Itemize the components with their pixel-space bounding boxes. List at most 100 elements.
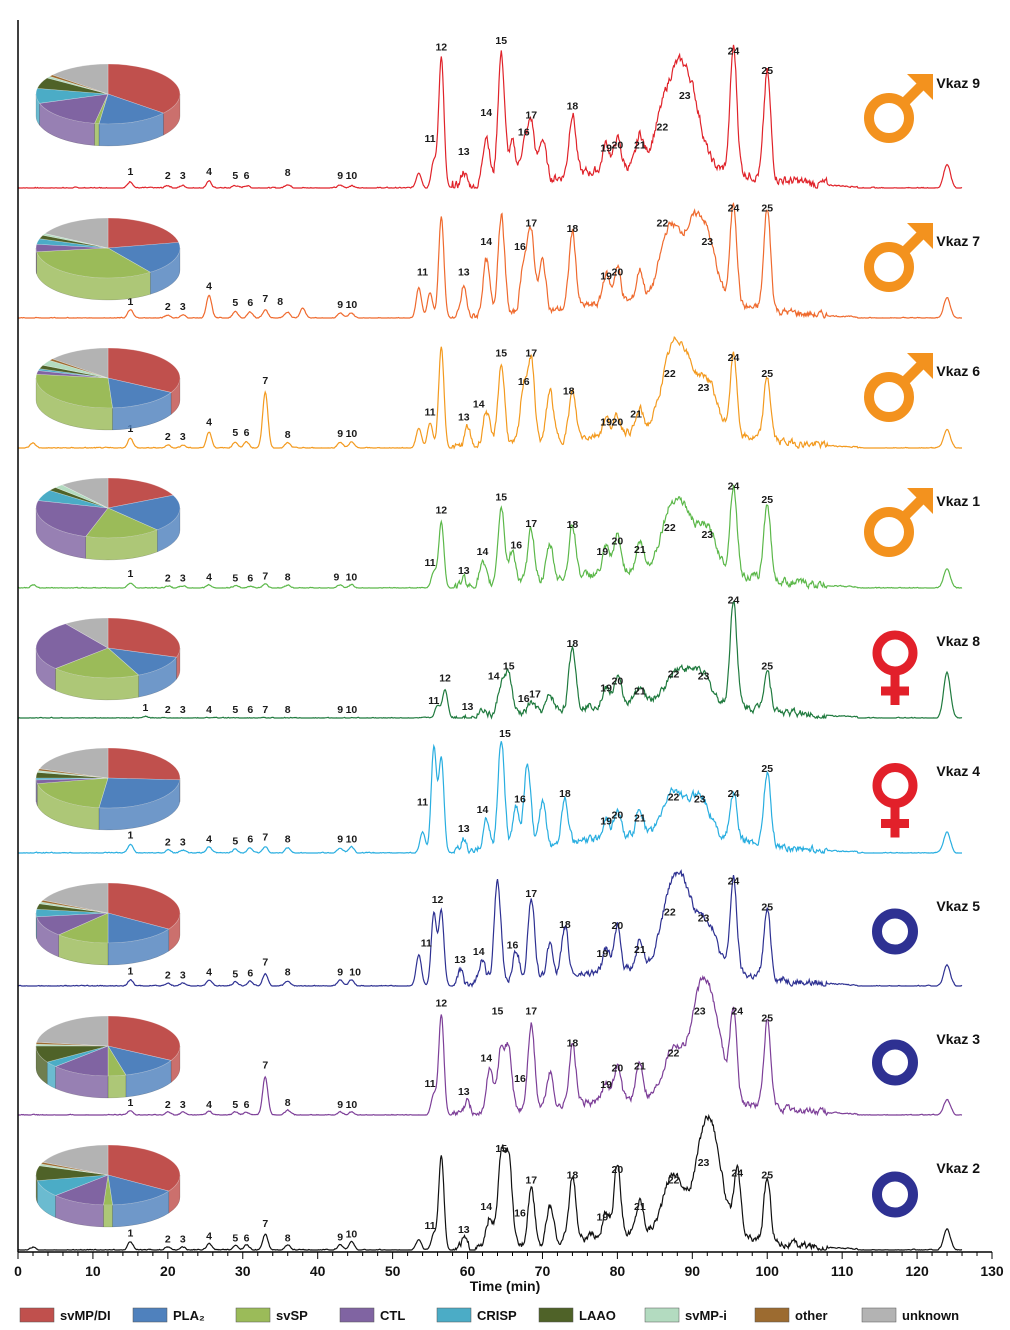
peak-label: 15: [503, 660, 515, 672]
peak-label: 25: [761, 65, 773, 77]
chromatogram-line: [17, 335, 962, 450]
pie-slice-svsp: [36, 247, 152, 279]
x-tick-label: 130: [980, 1263, 1004, 1279]
peak-label: 19: [597, 1212, 609, 1224]
pie-slice-laao: [38, 234, 109, 249]
peak-label: 20: [612, 1164, 624, 1176]
peak-label: 5: [232, 572, 238, 584]
composition-pie: [35, 617, 181, 701]
peak-label: 13: [458, 266, 470, 278]
pie-slice-pla: [107, 1174, 170, 1206]
peak-label: 7: [262, 831, 268, 843]
pie-slice-unknown: [42, 1144, 109, 1176]
chromatogram-line: [17, 44, 963, 189]
legend-item: LAAO: [538, 1307, 616, 1323]
peak-label: 10: [346, 1228, 358, 1240]
pie-slice-pla: [107, 494, 181, 531]
peak-label: 12: [435, 997, 447, 1009]
peak-label: 24: [728, 45, 740, 57]
peak-label: 1: [142, 702, 148, 714]
x-tick-label: 0: [14, 1263, 22, 1279]
peak-label: 7: [262, 293, 268, 305]
legend-item: svSP: [235, 1307, 308, 1323]
pie-slice-svsp: [107, 1044, 127, 1077]
juvenile-symbol-icon: [872, 908, 918, 955]
peak-label: 19: [600, 816, 612, 828]
x-tick-label: 10: [85, 1263, 101, 1279]
sample-label: Vkaz 3: [936, 1031, 980, 1047]
peak-label: 16: [518, 693, 530, 705]
peak-label: 11: [425, 407, 436, 419]
legend-item: PLA₂: [132, 1307, 205, 1323]
peak-label: 24: [728, 875, 740, 887]
peak-label: 19: [600, 270, 612, 282]
peak-label: 18: [567, 1169, 579, 1181]
peak-label: 21: [634, 140, 646, 152]
peak-label: 18: [567, 638, 579, 650]
peak-label: 23: [694, 793, 706, 805]
pie-slice-unknown: [42, 882, 109, 914]
peak-label: 24: [728, 788, 740, 800]
legend: svMP/DI PLA₂ svSP CTL CRISP LAAO svMP-i other un…: [19, 1307, 959, 1323]
sample-label: Vkaz 4: [936, 763, 980, 779]
peak-label: 13: [458, 412, 470, 424]
peak-label: 3: [180, 301, 186, 313]
peak-label: 4: [206, 281, 212, 293]
peak-label: 20: [612, 676, 624, 688]
peak-label: 21: [634, 1061, 646, 1073]
peak-label: 22: [664, 522, 676, 534]
pie-slice-pla: [98, 93, 165, 125]
peak-label: 21: [634, 1201, 646, 1213]
peak-label: 8: [285, 571, 291, 583]
peak-label: 23: [701, 529, 713, 541]
sample-label: Vkaz 7: [936, 233, 980, 249]
peak-label: 5: [232, 170, 238, 182]
peak-label: 10: [346, 170, 358, 182]
peak-label: 23: [698, 670, 710, 682]
chromatogram-line: [18, 600, 963, 720]
male-arrow-head: [907, 74, 933, 100]
peak-label: 13: [458, 1224, 470, 1236]
peak-label: 3: [180, 837, 186, 849]
peak-label: 23: [694, 1005, 706, 1017]
legend-item: other: [754, 1307, 828, 1323]
peak-label: 24: [728, 203, 740, 215]
pie-slice-crisp: [37, 490, 109, 509]
peak-label: 6: [247, 704, 253, 716]
peak-label: 10: [346, 299, 358, 311]
peak-label: 3: [180, 1099, 186, 1111]
legend-label: svMP-i: [685, 1308, 727, 1323]
peak-label: 23: [698, 1157, 710, 1169]
pie-slice-ctl: [36, 370, 109, 379]
peak-label: 7: [262, 570, 268, 582]
male-circle: [864, 242, 914, 292]
peak-label: 6: [244, 1233, 250, 1245]
peak-label: 8: [285, 1233, 291, 1245]
peak-label: 21: [634, 544, 646, 556]
peak-label: 22: [668, 791, 680, 803]
peak-label: 4: [206, 833, 212, 845]
peak-label: 15: [495, 492, 507, 504]
pie-slice-svsp: [85, 507, 159, 539]
peak-label: 2: [165, 572, 171, 584]
pie-slice-unknown: [44, 217, 109, 249]
peak-label: 5: [232, 1099, 238, 1111]
peak-label: 2: [165, 970, 171, 982]
peak-label: 13: [458, 1086, 470, 1098]
peak-label: 17: [525, 110, 537, 122]
juvenile-symbol-icon: [872, 1171, 918, 1218]
pie-slice-pla: [107, 912, 170, 944]
peak-label: 8: [277, 296, 283, 308]
x-tick-label: 90: [685, 1263, 701, 1279]
pie-slice-ctl: [54, 1174, 109, 1206]
pie-slice-svsp: [54, 647, 140, 679]
peak-label: 23: [701, 236, 713, 248]
peak-label: 20: [612, 140, 624, 152]
legend-item: CTL: [339, 1307, 405, 1323]
peak-label: 3: [180, 170, 186, 182]
peak-label: 24: [728, 481, 740, 493]
peak-label: 3: [180, 704, 186, 716]
peak-label: 20: [612, 535, 624, 547]
pie-slice-svmpdi: [107, 617, 181, 658]
